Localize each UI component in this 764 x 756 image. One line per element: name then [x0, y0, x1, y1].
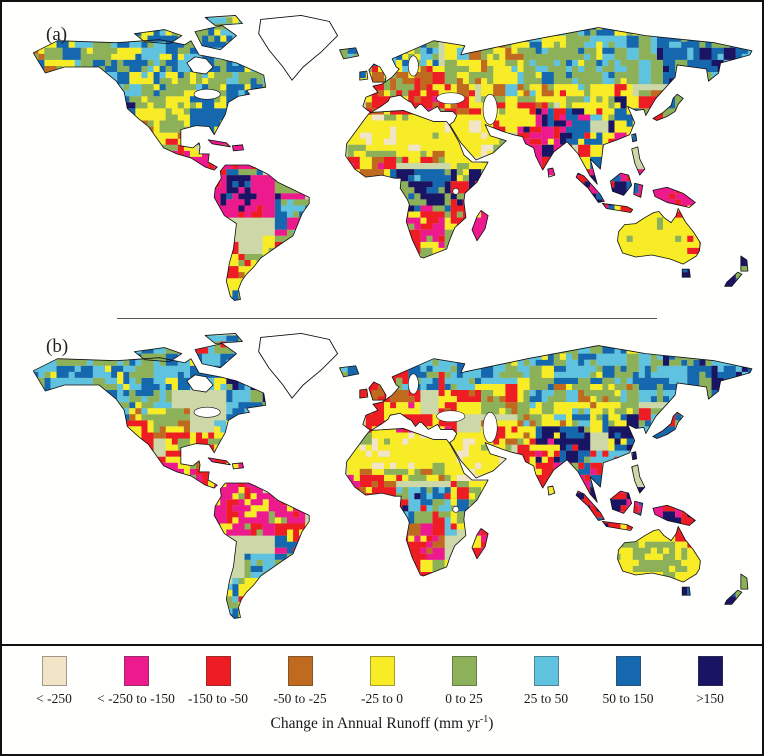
legend-swatch-0	[41, 656, 67, 686]
legend-swatch-4	[369, 656, 395, 686]
legend-class-label: < -250	[36, 691, 72, 706]
legend-class-label: -25 to 0	[361, 691, 403, 706]
map-panel-b: (b)	[8, 328, 756, 634]
legend-swatch-5	[451, 656, 477, 686]
legend-item: -150 to -50	[177, 656, 259, 707]
world-map-b	[32, 332, 753, 619]
legend-item: < -250	[13, 656, 95, 707]
legend-class-label: 0 to 25	[445, 691, 483, 706]
legend-caption-superscript: -1	[479, 714, 489, 725]
panel-b-label: (b)	[46, 336, 69, 357]
legend-swatch-3	[287, 656, 313, 686]
legend-class-label: 25 to 50	[523, 691, 569, 706]
legend-item: 25 to 50	[505, 656, 587, 707]
legend-swatch-7	[615, 656, 641, 686]
legend-swatch-8	[697, 656, 723, 686]
legend-class-label: 50 to 150	[602, 691, 654, 706]
legend-class-label: -50 to -25	[273, 691, 327, 706]
legend-class-label: -150 to -50	[188, 691, 248, 706]
legend-class-label: >150	[696, 691, 724, 706]
panel-a-label: (a)	[46, 24, 68, 45]
legend-swatch-6	[533, 656, 559, 686]
legend-class-label: < -250 to -150	[97, 691, 175, 706]
legend-swatch-2	[205, 656, 231, 686]
legend-item: -50 to -25	[259, 656, 341, 707]
legend-caption-text: Change in Annual Runoff (mm yr	[270, 715, 480, 733]
map-panel-a: (a)	[8, 10, 756, 316]
legend-item: 50 to 150	[587, 656, 669, 707]
legend-item: -25 to 0	[341, 656, 423, 707]
panel-divider	[117, 318, 657, 319]
legend: < -250 < -250 to -150 -150 to -50 -50 to -2…	[2, 644, 762, 754]
legend-item: >150	[669, 656, 751, 707]
legend-swatch-1	[123, 656, 149, 686]
legend-caption-close: )	[488, 715, 494, 733]
legend-caption: Change in Annual Runoff (mm yr-1)	[2, 714, 762, 733]
world-map-a	[32, 14, 753, 301]
legend-items: < -250 < -250 to -150 -150 to -50 -50 to -2…	[13, 656, 751, 707]
legend-item: 0 to 25	[423, 656, 505, 707]
legend-item: < -250 to -150	[95, 656, 177, 707]
